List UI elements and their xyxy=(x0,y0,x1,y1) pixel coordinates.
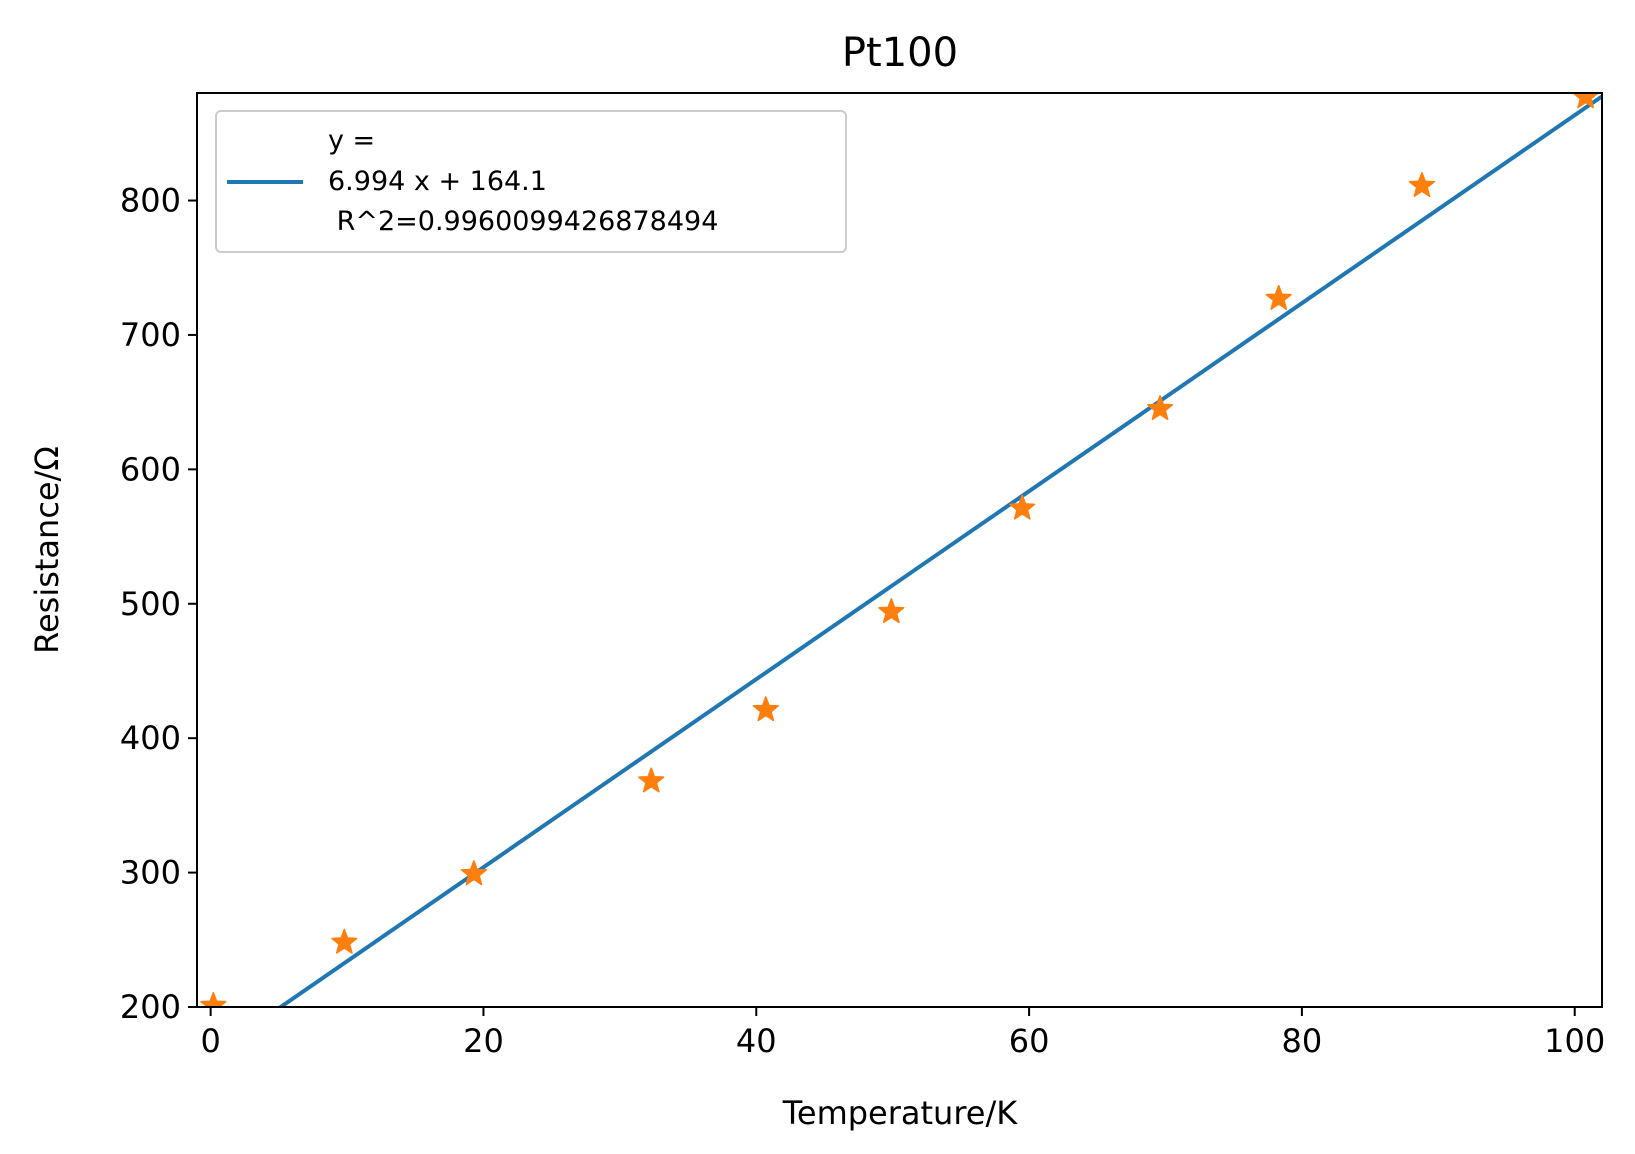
y-tick-label: 200 xyxy=(120,988,181,1026)
data-point-star xyxy=(1572,93,1599,109)
legend-label-line-1: y = xyxy=(328,125,375,156)
legend: y = 6.994 x + 164.1 R^2=0.99600994268784… xyxy=(215,110,847,253)
x-tick-label: 0 xyxy=(200,1022,220,1060)
y-tick-label: 700 xyxy=(120,316,181,354)
x-tick-label: 20 xyxy=(463,1022,504,1060)
x-tick-label: 60 xyxy=(1009,1022,1050,1060)
legend-box xyxy=(215,110,847,253)
fit-line xyxy=(277,94,1602,1007)
data-point-star xyxy=(1265,284,1292,310)
y-tick-label: 300 xyxy=(120,854,181,892)
x-axis-label: Temperature/K xyxy=(782,1094,1018,1132)
y-tick-label: 500 xyxy=(120,585,181,623)
data-point-star xyxy=(1146,395,1174,421)
legend-label-line-2: 6.994 x + 164.1 xyxy=(328,166,547,197)
y-tick-label: 600 xyxy=(120,450,181,488)
points-layer xyxy=(200,93,1599,1007)
chart-title: Pt100 xyxy=(842,30,958,76)
data-point-star xyxy=(200,991,227,1007)
data-point-star xyxy=(638,767,665,793)
plot-area xyxy=(196,92,1603,1008)
legend-label-line-3: R^2=0.9960099426878494 xyxy=(328,206,718,237)
y-axis-label: Resistance/Ω xyxy=(28,446,66,654)
data-point-star xyxy=(1009,494,1036,520)
y-axis-ticks: 200 300 400 500 600 700 800 xyxy=(120,182,197,1026)
x-axis-ticks: 0 20 40 60 80 100 xyxy=(200,1007,1605,1060)
data-point-star xyxy=(878,598,905,624)
axes-frame xyxy=(196,92,1603,1008)
data-point-star xyxy=(752,696,779,722)
x-tick-label: 40 xyxy=(736,1022,777,1060)
x-tick-label: 80 xyxy=(1282,1022,1323,1060)
y-tick-label: 400 xyxy=(120,719,181,757)
x-tick-label: 100 xyxy=(1544,1022,1605,1060)
data-point-star xyxy=(1408,171,1436,198)
fit-line-layer xyxy=(277,94,1602,1007)
data-point-star xyxy=(460,860,488,886)
data-point-star xyxy=(331,928,358,954)
y-tick-label: 800 xyxy=(120,182,181,220)
